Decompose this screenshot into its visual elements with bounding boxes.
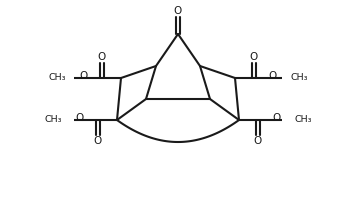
Text: O: O: [75, 113, 83, 123]
Text: O: O: [269, 71, 277, 81]
Text: O: O: [98, 52, 106, 62]
Text: O: O: [273, 113, 281, 123]
Text: CH₃: CH₃: [44, 116, 62, 124]
Text: O: O: [174, 6, 182, 16]
Text: O: O: [94, 136, 102, 146]
Text: CH₃: CH₃: [294, 116, 312, 124]
Text: O: O: [250, 52, 258, 62]
Text: O: O: [254, 136, 262, 146]
Text: CH₃: CH₃: [290, 73, 308, 82]
Text: O: O: [79, 71, 87, 81]
Text: CH₃: CH₃: [48, 73, 66, 82]
